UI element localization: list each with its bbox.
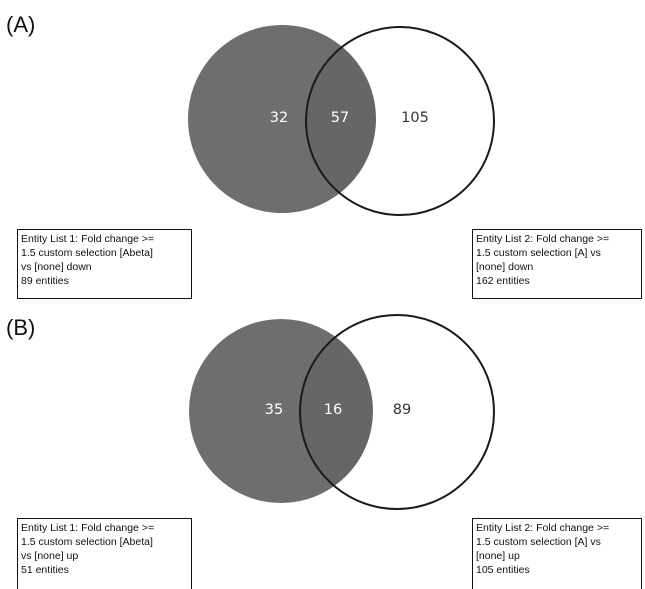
entity-list-1-legend-b: Entity List 1: Fold change >= 1.5 custom… — [17, 518, 192, 589]
legend-line: vs [none] down — [21, 261, 92, 273]
left-only-count: 35 — [265, 402, 283, 418]
legend-line: [none] down — [476, 261, 534, 273]
legend-line: [none] up — [476, 550, 520, 562]
legend-line: Entity List 1: Fold change >= — [21, 522, 155, 534]
legend-line: Entity List 2: Fold change >= — [476, 522, 610, 534]
entity-list-1-legend-a: Entity List 1: Fold change >= 1.5 custom… — [17, 229, 192, 299]
legend-line: Entity List 2: Fold change >= — [476, 233, 610, 245]
overlap-count: 57 — [331, 110, 349, 126]
legend-line: 1.5 custom selection [A] vs — [476, 536, 601, 548]
panel-a-label: (A) — [6, 12, 36, 37]
panel-b-label: (B) — [6, 315, 36, 340]
legend-line: 1.5 custom selection [Abeta] — [21, 247, 153, 259]
venn-diagram-b: 35 16 89 — [189, 314, 495, 510]
legend-line: 1.5 custom selection [A] vs — [476, 247, 601, 259]
overlap-region — [306, 27, 376, 213]
legend-line: 89 entities — [21, 275, 69, 287]
right-only-count: 89 — [393, 402, 411, 418]
right-only-count: 105 — [401, 110, 429, 126]
legend-line: vs [none] up — [21, 550, 79, 562]
legend-line: Entity List 1: Fold change >= — [21, 233, 155, 245]
legend-line: 105 entities — [476, 564, 530, 576]
set-2-circle-outline — [305, 26, 495, 216]
venn-diagram-a: 32 57 105 — [188, 25, 495, 216]
overlap-region — [300, 319, 373, 503]
entity-list-2-legend-a: Entity List 2: Fold change >= 1.5 custom… — [472, 229, 642, 299]
legend-line: 1.5 custom selection [Abeta] — [21, 536, 153, 548]
legend-line: 162 entities — [476, 275, 530, 287]
left-only-count: 32 — [270, 110, 288, 126]
entity-list-2-legend-b: Entity List 2: Fold change >= 1.5 custom… — [472, 518, 642, 589]
legend-line: 51 entities — [21, 564, 69, 576]
overlap-count: 16 — [324, 402, 342, 418]
set-2-circle-outline — [299, 314, 495, 510]
